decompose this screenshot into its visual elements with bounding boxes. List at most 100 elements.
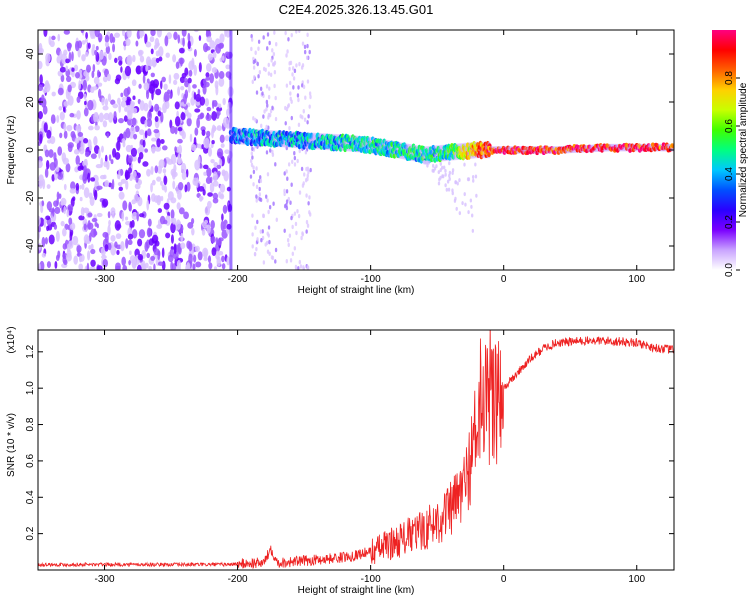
- sparse-cell: [262, 260, 266, 265]
- sparse-cell: [252, 169, 256, 175]
- noise-cell: [63, 49, 68, 56]
- tail-cell: [444, 172, 447, 177]
- noise-cell: [87, 219, 91, 231]
- sparse-cell: [300, 235, 303, 241]
- noise-cell: [221, 263, 226, 270]
- sparse-cell: [262, 213, 266, 219]
- noise-cell: [144, 130, 148, 139]
- noise-cell: [156, 194, 162, 206]
- x-tick-label: 100: [628, 574, 645, 585]
- noise-cell: [162, 219, 168, 225]
- noise-cell: [121, 30, 126, 37]
- sparse-cell: [274, 116, 278, 122]
- noise-cell: [164, 35, 169, 47]
- noise-cell: [74, 137, 80, 144]
- sparse-cell: [262, 114, 265, 119]
- noise-cell: [222, 204, 228, 214]
- noise-cell: [46, 201, 53, 211]
- noise-cell: [177, 86, 181, 96]
- sparse-cell: [255, 194, 258, 199]
- noise-cell: [107, 211, 111, 219]
- noise-cell: [129, 250, 132, 255]
- sparse-cell: [306, 32, 309, 38]
- noise-cell: [162, 168, 167, 174]
- noise-cell: [186, 112, 192, 119]
- noise-cell: [131, 228, 138, 239]
- noise-cell: [118, 60, 123, 66]
- noise-cell: [224, 135, 230, 142]
- sparse-cell: [251, 79, 254, 85]
- noise-cell: [51, 207, 55, 217]
- sparse-cell: [296, 93, 300, 98]
- tail-cell: [469, 198, 473, 203]
- sparse-cell: [283, 171, 286, 176]
- tail-cell: [458, 178, 461, 183]
- noise-cell: [186, 240, 191, 249]
- noise-cell: [154, 165, 159, 174]
- noise-cell: [82, 79, 88, 91]
- noise-cell: [183, 93, 187, 105]
- noise-cell: [210, 142, 214, 149]
- noise-cell: [93, 136, 98, 146]
- noise-cell: [182, 37, 185, 47]
- sparse-cell: [266, 32, 270, 37]
- sparse-cell: [256, 61, 259, 67]
- tail-cell: [454, 180, 457, 185]
- noise-cell: [197, 251, 203, 261]
- spectrogram-x-axis: -300 -200 -100 0 100: [95, 30, 646, 285]
- noise-cell: [124, 171, 131, 180]
- noise-cell: [38, 160, 43, 169]
- noise-cell: [211, 110, 217, 121]
- noise-cell: [154, 115, 159, 123]
- sparse-cell: [259, 178, 263, 184]
- colorbar-tick-label: 0.8: [724, 71, 735, 85]
- sparse-cell: [307, 201, 310, 206]
- noise-cell: [187, 32, 191, 42]
- noise-cell: [135, 175, 139, 183]
- noise-cell: [161, 247, 165, 258]
- noise-cell: [38, 110, 43, 120]
- sparse-cell: [293, 150, 296, 156]
- noise-cell: [41, 200, 45, 207]
- ridge-cell: [671, 144, 674, 149]
- tail-cell: [441, 174, 444, 179]
- noise-cell: [158, 56, 163, 62]
- noise-cell: [94, 49, 98, 56]
- noise-cell: [57, 146, 63, 156]
- tail-cell: [423, 160, 426, 165]
- sparse-cell: [308, 210, 311, 215]
- noise-cell: [216, 125, 222, 132]
- noise-cell: [150, 165, 154, 175]
- sparse-cell: [302, 265, 305, 270]
- noise-cell: [129, 126, 136, 134]
- noise-cell: [84, 100, 87, 106]
- spectrogram-y-axis: -40 -20 0 20 40: [25, 48, 674, 253]
- noise-cell: [211, 67, 218, 74]
- tail-cell: [433, 166, 437, 171]
- sparse-cell: [275, 41, 278, 47]
- sparse-cell: [272, 62, 276, 67]
- sparse-cell: [273, 83, 276, 89]
- sparse-cell: [284, 30, 287, 36]
- tail-cell: [474, 162, 477, 167]
- tail-cell: [455, 206, 458, 211]
- noise-cell: [153, 128, 160, 134]
- noise-cell: [120, 66, 123, 73]
- noise-cell: [65, 65, 69, 72]
- noise-cell: [123, 115, 128, 123]
- noise-cell: [138, 50, 143, 57]
- sparse-cell: [293, 246, 297, 251]
- sparse-cell: [297, 97, 300, 103]
- noise-cell: [78, 215, 85, 221]
- sparse-cell: [262, 66, 266, 72]
- noise-cell: [176, 202, 181, 210]
- noise-cell: [76, 245, 82, 253]
- sparse-cell: [290, 115, 293, 121]
- sparse-cell: [302, 84, 306, 90]
- sparse-cell: [302, 109, 305, 114]
- tail-cell: [467, 210, 470, 215]
- noise-cell: [93, 228, 97, 237]
- noise-cell: [160, 180, 163, 186]
- noise-cell: [66, 42, 72, 49]
- noise-cell: [46, 261, 52, 269]
